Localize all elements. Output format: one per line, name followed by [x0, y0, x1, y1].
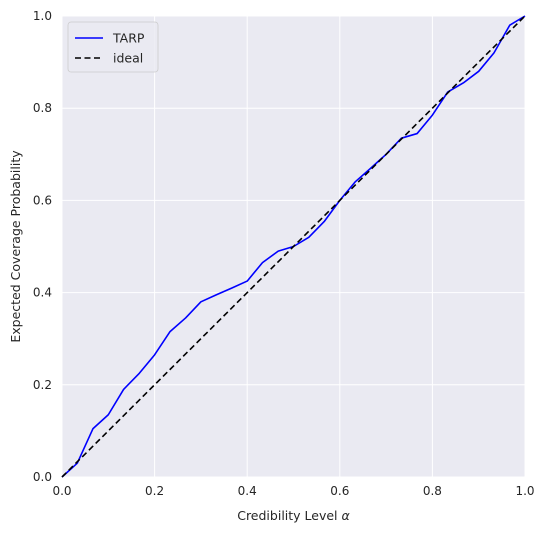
legend-box: [67, 21, 159, 73]
x-tick-label: 0.4: [238, 484, 257, 498]
legend-label-ideal: ideal: [113, 51, 143, 66]
tick-labels: 0.0 0.2 0.4 0.6 0.8 1.0 0.0 0.2 0.4 0.6 0.8 1.0: [33, 9, 535, 498]
x-tick-label: 0.6: [330, 484, 349, 498]
series-line-ideal: [61, 15, 526, 478]
x-tick-label: 0.8: [423, 484, 442, 498]
x-tick-label: 0.2: [145, 484, 164, 498]
y-axis-label: Expected Coverage Probability: [8, 150, 23, 343]
x-tick-label: 1.0: [515, 484, 534, 498]
x-axis-label: Credibility Level α: [237, 508, 350, 523]
y-tick-label: 1.0: [33, 9, 52, 23]
y-tick-label: 0.0: [33, 470, 52, 484]
y-tick-label: 0.4: [33, 286, 52, 300]
x-tick-label: 0.0: [52, 484, 71, 498]
y-tick-label: 0.8: [33, 101, 52, 115]
y-tick-label: 0.6: [33, 193, 52, 207]
grid: [61, 15, 526, 478]
series-layer: [61, 15, 526, 478]
legend: TARP ideal: [67, 21, 159, 73]
y-tick-label: 0.2: [33, 378, 52, 392]
legend-label-tarp: TARP: [112, 31, 145, 46]
